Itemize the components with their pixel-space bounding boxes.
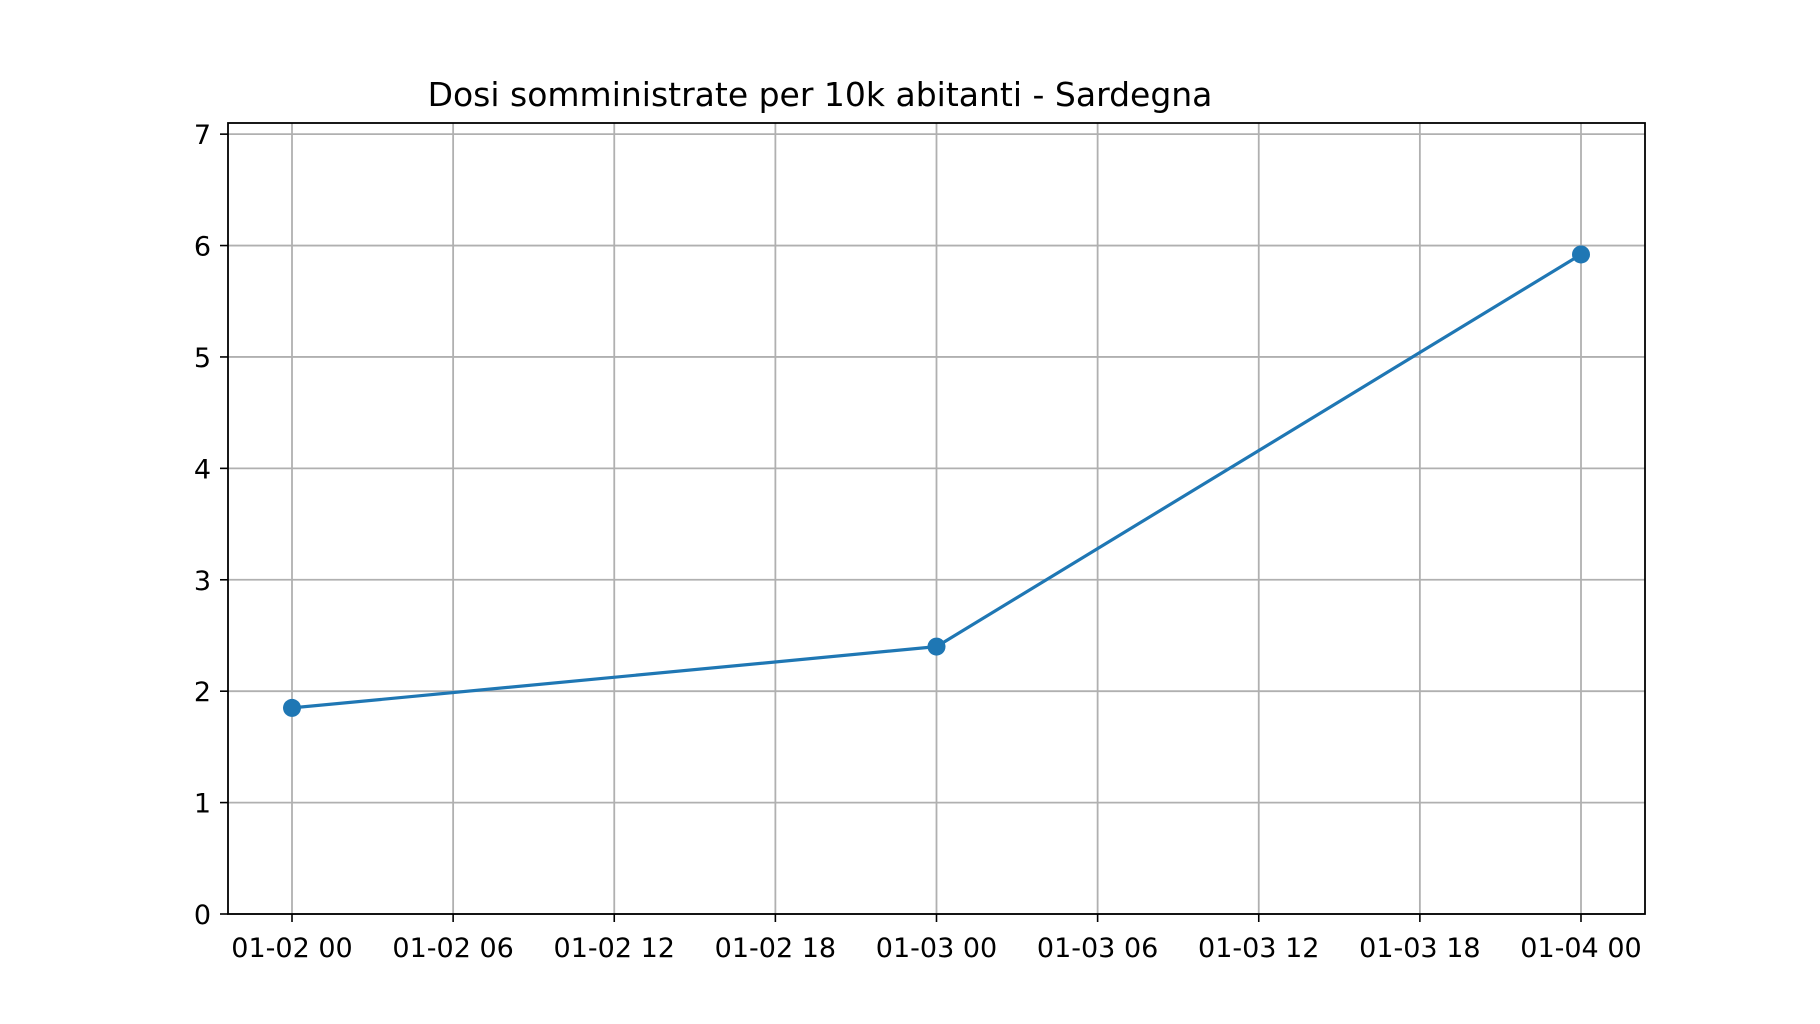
x-tick-label: 01-03 00: [876, 933, 997, 964]
x-tick-label: 01-02 18: [715, 933, 836, 964]
series-layer: [283, 245, 1590, 717]
x-tick-label: 01-02 00: [231, 933, 352, 964]
x-tick-label: 01-03 06: [1037, 933, 1158, 964]
x-tick-label: 01-03 12: [1198, 933, 1319, 964]
y-tick-label: 7: [194, 120, 211, 151]
axis-ticks: 01-02 00 01-02 06 01-02 12 01-02 18 01-03 00…: [194, 120, 1642, 964]
chart-title: Dosi somministrate per 10k abitanti - Sa…: [428, 75, 1213, 114]
y-tick-label: 0: [194, 900, 211, 931]
y-tick-label: 3: [194, 566, 211, 597]
y-tick-label: 4: [194, 454, 211, 485]
x-tick-label: 01-04 00: [1520, 933, 1641, 964]
data-point: [927, 637, 946, 656]
y-tick-label: 6: [194, 232, 211, 263]
data-point: [1571, 245, 1590, 264]
x-tick-label: 01-02 06: [392, 933, 513, 964]
x-tick-label: 01-02 12: [554, 933, 675, 964]
y-tick-label: 1: [194, 789, 211, 820]
y-tick-label: 5: [194, 343, 211, 374]
data-point: [283, 698, 302, 717]
x-tick-label: 01-03 18: [1359, 933, 1480, 964]
y-tick-label: 2: [194, 677, 211, 708]
